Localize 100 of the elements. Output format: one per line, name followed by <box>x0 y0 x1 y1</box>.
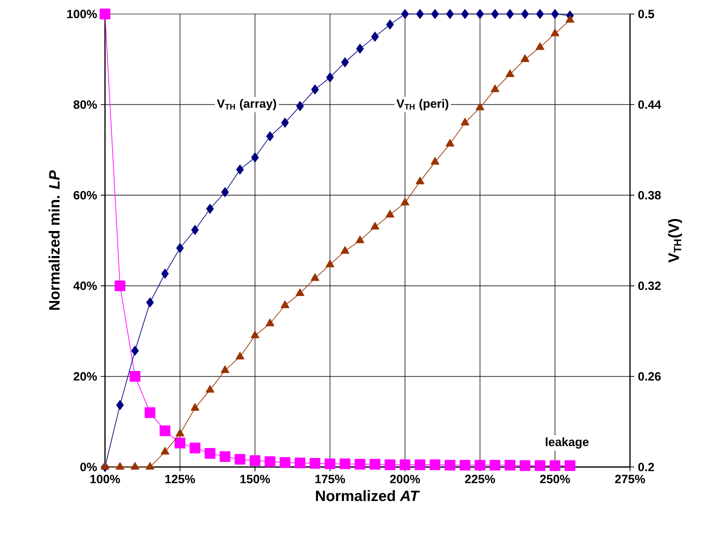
point <box>551 9 559 19</box>
point <box>190 403 200 411</box>
point <box>416 9 424 19</box>
point <box>430 157 440 165</box>
point <box>461 9 469 19</box>
point <box>386 20 394 30</box>
point <box>130 462 140 470</box>
point <box>386 210 394 218</box>
point <box>536 42 544 50</box>
point <box>534 460 546 471</box>
point <box>506 9 514 19</box>
point <box>264 456 276 467</box>
point <box>296 288 304 296</box>
point <box>444 460 456 471</box>
point <box>144 407 156 418</box>
point <box>251 152 259 162</box>
y2-tick-label: 0.5 <box>638 10 654 18</box>
point <box>236 352 244 360</box>
point <box>416 176 424 184</box>
y-axis-title: Normalized min. LP <box>48 170 60 310</box>
point <box>146 297 154 308</box>
point <box>116 400 124 410</box>
point <box>460 118 470 126</box>
point <box>446 9 454 19</box>
point <box>521 9 529 19</box>
x-tick-label: 250% <box>540 474 570 484</box>
point <box>384 459 396 470</box>
point <box>431 9 439 19</box>
y-tick-label: 20% <box>74 372 97 381</box>
point <box>491 9 499 19</box>
y-tick-label: 60% <box>74 190 97 200</box>
point <box>340 458 350 470</box>
point <box>146 462 154 470</box>
point <box>190 442 200 454</box>
point <box>160 425 170 436</box>
point <box>266 131 274 142</box>
y2-tick-label: 0.32 <box>638 282 661 290</box>
point <box>414 459 426 470</box>
point <box>266 318 274 326</box>
point <box>370 458 380 470</box>
point <box>220 451 230 462</box>
point <box>371 32 379 42</box>
point <box>550 460 560 471</box>
x-tick-label: 125% <box>165 474 196 484</box>
point <box>550 28 560 36</box>
point <box>130 371 140 382</box>
y2-tick-label: 0.44 <box>638 100 662 109</box>
point <box>564 460 576 471</box>
point <box>356 236 364 244</box>
point <box>476 9 484 19</box>
point <box>220 365 230 374</box>
point <box>281 118 289 128</box>
y-tick-label: 0% <box>80 462 97 472</box>
point <box>250 330 260 338</box>
point <box>206 204 214 214</box>
point <box>161 268 169 279</box>
point <box>446 138 454 147</box>
x-tick-label: 225% <box>465 474 496 484</box>
point <box>280 300 290 308</box>
point <box>234 454 246 465</box>
point <box>176 243 184 253</box>
point <box>354 458 366 470</box>
point <box>504 460 516 471</box>
point <box>490 460 500 471</box>
point <box>236 164 244 174</box>
y-tick-label: 80% <box>74 100 97 109</box>
point <box>100 8 110 20</box>
point <box>131 346 139 356</box>
point <box>490 84 500 92</box>
annotation: V$_{TH}$ (array) <box>216 99 276 110</box>
point <box>356 44 364 54</box>
x-axis-title: Normalized AT <box>316 490 420 502</box>
point <box>341 57 349 68</box>
point <box>536 9 544 19</box>
point <box>160 446 170 455</box>
point <box>430 459 440 470</box>
point <box>176 428 184 436</box>
point <box>310 273 320 281</box>
x-tick-label: 175% <box>315 474 346 484</box>
point <box>401 9 409 19</box>
point <box>294 458 306 468</box>
point <box>476 102 484 110</box>
point <box>460 460 470 471</box>
x-tick-label: 150% <box>240 474 270 484</box>
y2-tick-label: 0.26 <box>638 372 661 381</box>
point <box>326 72 334 82</box>
point <box>116 462 124 470</box>
point <box>324 458 336 470</box>
x-tick-label: 100% <box>90 474 120 484</box>
point <box>400 198 410 206</box>
point <box>206 385 214 393</box>
point <box>506 69 514 78</box>
point <box>296 101 304 112</box>
annotation: V$_{TH}$ (peri) <box>396 99 448 110</box>
point <box>311 84 319 94</box>
point <box>326 260 334 268</box>
point <box>114 280 126 292</box>
point <box>221 187 229 198</box>
point <box>280 457 290 468</box>
point <box>520 460 530 471</box>
